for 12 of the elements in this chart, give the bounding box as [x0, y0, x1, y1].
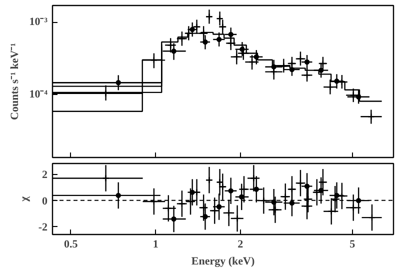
x-tick-label: 2 [238, 238, 244, 250]
y-axis-title: χ [18, 196, 30, 203]
y-tick-label: 10⁻⁴ [29, 88, 48, 100]
y-tick-label: 2 [42, 169, 48, 182]
y-tick-label: 0 [42, 195, 48, 208]
x-tick-label: 1 [152, 238, 158, 250]
y-tick-label: -2 [38, 222, 48, 234]
y-axis-title: Counts s⁻¹ keV⁻¹ [9, 43, 22, 120]
y-tick-label: 10⁻³ [29, 16, 48, 28]
x-tick-label: 5 [350, 238, 356, 250]
x-axis-title: Energy (keV) [191, 256, 255, 268]
x-tick-label: 0.5 [64, 238, 78, 250]
